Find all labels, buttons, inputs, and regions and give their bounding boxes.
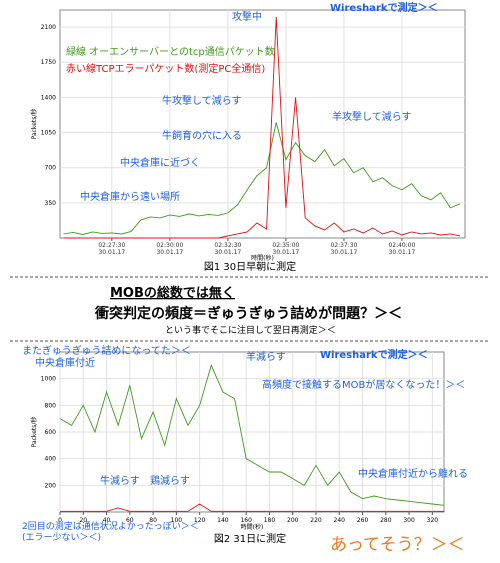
annotation: あってそう？＞＜ <box>330 535 465 555</box>
annotation: 中央倉庫に近づく <box>120 158 200 169</box>
y-tick-label: 700 <box>45 165 57 172</box>
series-line <box>63 122 461 235</box>
x-tick-label: 160 <box>240 517 252 524</box>
x-tick-label: 320 <box>427 517 439 524</box>
annotation: 牛攻撃して減らす <box>162 96 242 107</box>
x-tick-label: 120 <box>194 517 206 524</box>
x-tick-label: 280 <box>380 517 392 524</box>
series-line <box>60 503 444 512</box>
x-tick-label: 02:40:00 30.01.17 <box>388 242 416 256</box>
x-tick-label: 140 <box>217 517 229 524</box>
annotation: 2回目の測定は通信状況よかったっぽい＞＜ (エラー少ない＞＜) <box>22 522 199 543</box>
x-tick-label: 02:27:30 30.01.17 <box>98 242 126 256</box>
x-tick-label: 20 <box>79 517 87 524</box>
annotation: 羊攻撃して減らす <box>332 112 412 123</box>
x-tick-label: 40 <box>103 517 111 524</box>
annotation: 中央倉庫付近 <box>35 358 95 369</box>
x-tick-label: 240 <box>334 517 346 524</box>
heading: MOBの総数では無く <box>110 285 235 301</box>
x-tick-label: 02:35:00 30.01.17 <box>272 242 300 256</box>
x-tick-label: 0 <box>58 517 62 524</box>
x-tick-label: 02:32:30 30.01.17 <box>214 242 242 256</box>
annotation: Wiresharkで測定＞＜ <box>320 350 428 361</box>
y-tick-label: 800 <box>45 402 57 409</box>
x-tick-label: 180 <box>264 517 276 524</box>
x-tick-label: 60 <box>126 517 134 524</box>
legend-entry: 緑線 オーエンサーバーとのtcp通信パケット数 <box>66 45 275 58</box>
x-axis-title: 時間(秒) <box>251 254 274 262</box>
x-tick-label: 100 <box>171 517 183 524</box>
x-axis-title: 時間(秒) <box>241 523 264 531</box>
x-tick-label: 200 <box>287 517 299 524</box>
caption: 図2 31日に測定 <box>214 532 286 545</box>
x-tick-label: 300 <box>403 517 415 524</box>
legend-entry: 赤い線TCPエラーパケット数(測定PC全通信) <box>66 62 265 75</box>
y-axis-title: Packets/秒 <box>30 417 38 448</box>
series-line <box>63 17 461 239</box>
annotation: 鶏減らす <box>150 476 190 487</box>
x-tick-label: 80 <box>149 517 157 524</box>
y-tick-label: 1750 <box>41 59 56 66</box>
y-tick-label: 200 <box>45 482 57 489</box>
question: 衝突判定の頻度＝ぎゅうぎゅう詰めが問題？＞＜ <box>94 305 402 322</box>
series-line <box>59 364 445 506</box>
annotation: 中央倉庫から遠い場所 <box>80 192 180 203</box>
caption: 図1 30日早朝に測定 <box>204 260 296 273</box>
annotation: 牛飼育の穴に入る <box>162 131 242 142</box>
annotation: 高頻度で接触するMOBが居なくなった！＞＜ <box>262 380 466 391</box>
annotation: 攻撃中 <box>232 12 262 23</box>
y-tick-label: 350 <box>45 200 57 207</box>
followup: という事でそこに注目して翌日再測定＞＜ <box>165 324 336 336</box>
annotation: 羊減らす <box>246 352 286 363</box>
annotation: 中央倉庫付近から離れる <box>358 469 468 480</box>
annotation: またぎゅうぎゅう詰めになってた＞＜ <box>22 346 191 357</box>
plot-area <box>59 9 466 239</box>
x-tick-label: 220 <box>310 517 322 524</box>
x-tick-label: 02:30:00 30.01.17 <box>156 242 184 256</box>
annotation: Wiresharkで測定＞＜ <box>330 3 438 14</box>
y-tick-label: 1050 <box>41 130 56 137</box>
y-tick-label: 1400 <box>41 94 56 101</box>
y-tick-label: 1000 <box>41 376 56 383</box>
y-tick-label: 2100 <box>41 24 56 31</box>
y-tick-label: 400 <box>45 456 57 463</box>
x-tick-label: 260 <box>357 517 369 524</box>
y-axis-title: Packets/秒 <box>30 109 38 140</box>
x-tick-label: 02:37:30 30.01.17 <box>330 242 358 256</box>
annotation: 牛減らす <box>100 476 140 487</box>
y-tick-label: 600 <box>45 429 57 436</box>
